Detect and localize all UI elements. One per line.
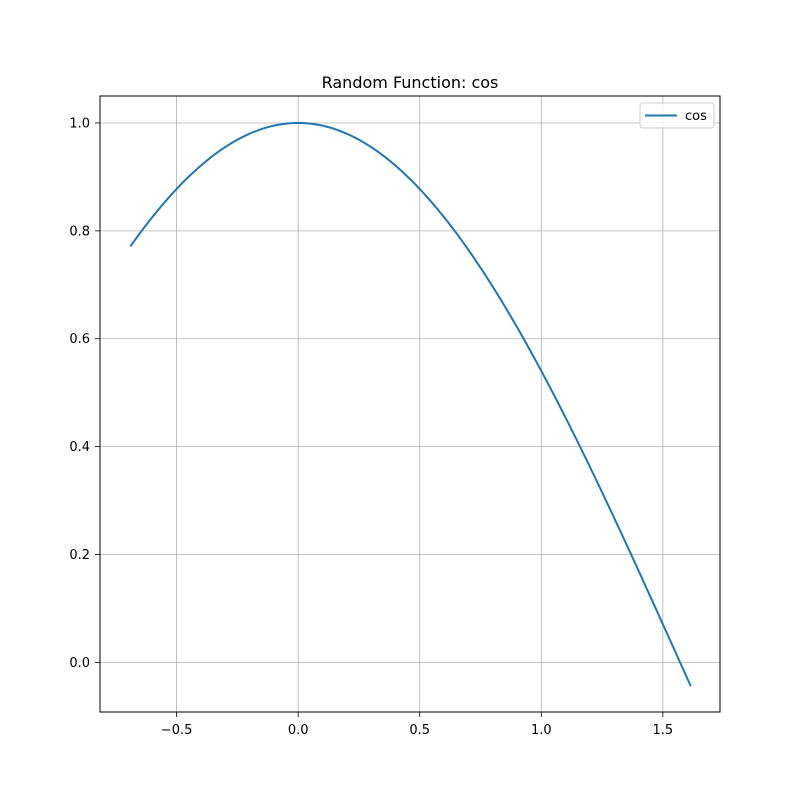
y-tick-label: 0.0 <box>69 656 90 671</box>
legend-label-cos: cos <box>685 109 707 124</box>
legend: cos <box>639 102 715 129</box>
ticks: −0.5 0.0 0.5 1.0 1.5 0.0 0.2 0.4 0.6 0.8 1.0 <box>69 116 673 738</box>
x-tick-label: 0.5 <box>409 723 430 738</box>
x-tick-label: 0.0 <box>288 723 309 738</box>
y-tick-label: 1.0 <box>69 116 90 131</box>
x-tick-label: −0.5 <box>161 723 193 738</box>
y-tick-label: 0.6 <box>69 332 90 347</box>
grid <box>100 96 720 712</box>
y-tick-label: 0.2 <box>69 548 90 563</box>
series-line-cos <box>129 121 692 687</box>
y-tick-label: 0.4 <box>69 440 90 455</box>
plot-area <box>129 121 692 687</box>
x-tick-label: 1.5 <box>653 723 674 738</box>
y-tick-label: 0.8 <box>69 224 90 239</box>
x-tick-label: 1.0 <box>531 723 552 738</box>
axes-frame <box>99 95 721 713</box>
chart-title: Random Function: cos <box>322 73 499 92</box>
